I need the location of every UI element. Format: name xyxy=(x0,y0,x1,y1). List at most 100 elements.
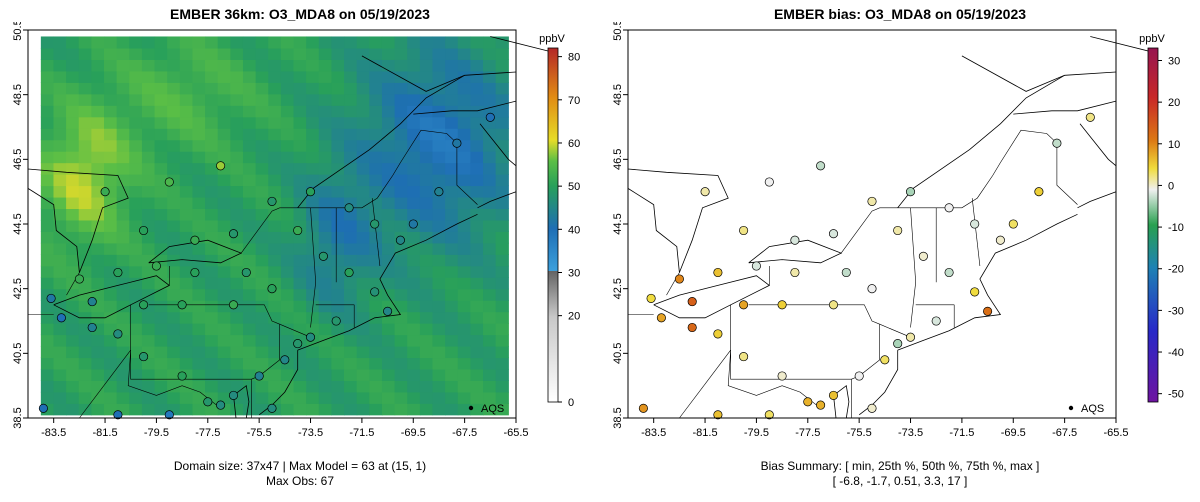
model-cell xyxy=(483,219,497,232)
model-cell xyxy=(104,288,118,301)
model-cell xyxy=(268,380,282,393)
model-cell xyxy=(356,391,370,404)
model-cell xyxy=(293,70,307,83)
model-cell xyxy=(154,311,168,324)
model-cell xyxy=(53,231,67,244)
model-cell xyxy=(53,59,67,72)
panel-title: EMBER bias: O3_MDA8 on 05/19/2023 xyxy=(773,6,1027,22)
observation-point xyxy=(383,306,393,316)
model-cell xyxy=(331,105,345,118)
colorbar-tick-label: -50 xyxy=(1168,389,1184,401)
model-cell xyxy=(495,311,509,324)
colorbar-unit: ppbV xyxy=(1139,33,1165,45)
observation-point xyxy=(216,161,226,171)
model-cell xyxy=(419,403,434,416)
model-cell xyxy=(141,403,156,416)
model-cell xyxy=(293,311,307,324)
model-cell xyxy=(407,357,421,370)
model-cell xyxy=(445,334,459,347)
model-cell xyxy=(141,196,156,210)
model-cell xyxy=(483,368,497,381)
coastline xyxy=(1077,191,1117,209)
x-tick-label: -71.5 xyxy=(949,427,974,439)
model-cell xyxy=(483,403,497,416)
model-cell xyxy=(445,288,459,301)
model-cell xyxy=(242,277,257,290)
model-cell xyxy=(419,300,434,313)
model-cell xyxy=(129,357,143,370)
colorbar-tick-label: 20 xyxy=(1168,97,1180,109)
model-cell xyxy=(53,380,67,393)
model-cell xyxy=(495,368,509,381)
model-cell xyxy=(40,277,55,290)
model-cell xyxy=(167,93,181,106)
colorbar-tick-label: -40 xyxy=(1168,347,1184,359)
model-cell xyxy=(116,105,130,118)
model-cell xyxy=(280,345,295,359)
model-cell xyxy=(483,208,497,221)
model-cell xyxy=(381,174,396,187)
model-cell xyxy=(179,265,194,278)
model-cell xyxy=(192,357,206,370)
model-cell xyxy=(381,36,396,49)
colorbar-tick-label: 20 xyxy=(568,311,580,323)
model-cell xyxy=(104,254,118,267)
model-cell xyxy=(91,47,105,60)
model-cell xyxy=(306,105,320,118)
model-cell xyxy=(242,334,257,347)
model-cell xyxy=(369,70,383,83)
legend-label: AQS xyxy=(1081,403,1104,415)
bias-point xyxy=(970,219,980,229)
model-cell xyxy=(394,254,408,267)
model-cell xyxy=(255,59,269,72)
model-cell xyxy=(318,380,333,393)
model-cell xyxy=(407,300,421,313)
model-cell xyxy=(154,116,168,129)
model-cell xyxy=(268,93,282,106)
model-cell xyxy=(470,196,484,210)
coastline xyxy=(413,100,517,115)
bias-point xyxy=(931,316,941,326)
model-cell xyxy=(129,380,143,393)
model-cell xyxy=(141,277,156,290)
model-cell xyxy=(179,174,194,187)
model-cell xyxy=(293,105,307,118)
model-cell xyxy=(167,47,181,60)
model-cell xyxy=(104,151,118,164)
model-cell xyxy=(66,311,80,324)
bias-point xyxy=(828,390,839,400)
model-cell xyxy=(217,151,231,164)
model-cell xyxy=(167,277,181,290)
model-cell xyxy=(432,288,446,301)
model-cell xyxy=(381,357,396,370)
model-cell xyxy=(394,47,408,60)
model-cell xyxy=(91,219,105,232)
model-cell xyxy=(53,139,67,152)
model-cell xyxy=(306,380,320,393)
model-cell xyxy=(306,36,320,49)
model-cell xyxy=(344,254,358,267)
model-cell xyxy=(495,242,509,255)
model-cell xyxy=(318,116,333,129)
x-tick-label: -73.5 xyxy=(298,427,323,439)
model-cell xyxy=(116,288,130,301)
model-cell xyxy=(230,403,244,416)
model-cell xyxy=(268,162,282,175)
model-cell xyxy=(91,105,105,118)
model-cell xyxy=(293,277,307,290)
model-cell xyxy=(306,93,320,106)
model-cell xyxy=(306,208,320,221)
model-cell xyxy=(154,368,168,381)
model-cell xyxy=(179,139,194,152)
bias-point xyxy=(893,225,903,236)
model-cell xyxy=(104,116,118,129)
model-cell xyxy=(91,242,105,255)
model-cell xyxy=(192,93,206,106)
coastline xyxy=(961,55,1117,92)
model-cell xyxy=(293,47,307,60)
model-cell xyxy=(66,403,80,416)
model-cell xyxy=(167,391,181,404)
model-cell xyxy=(141,380,156,393)
model-cell xyxy=(141,116,156,129)
model-cell xyxy=(104,403,118,416)
